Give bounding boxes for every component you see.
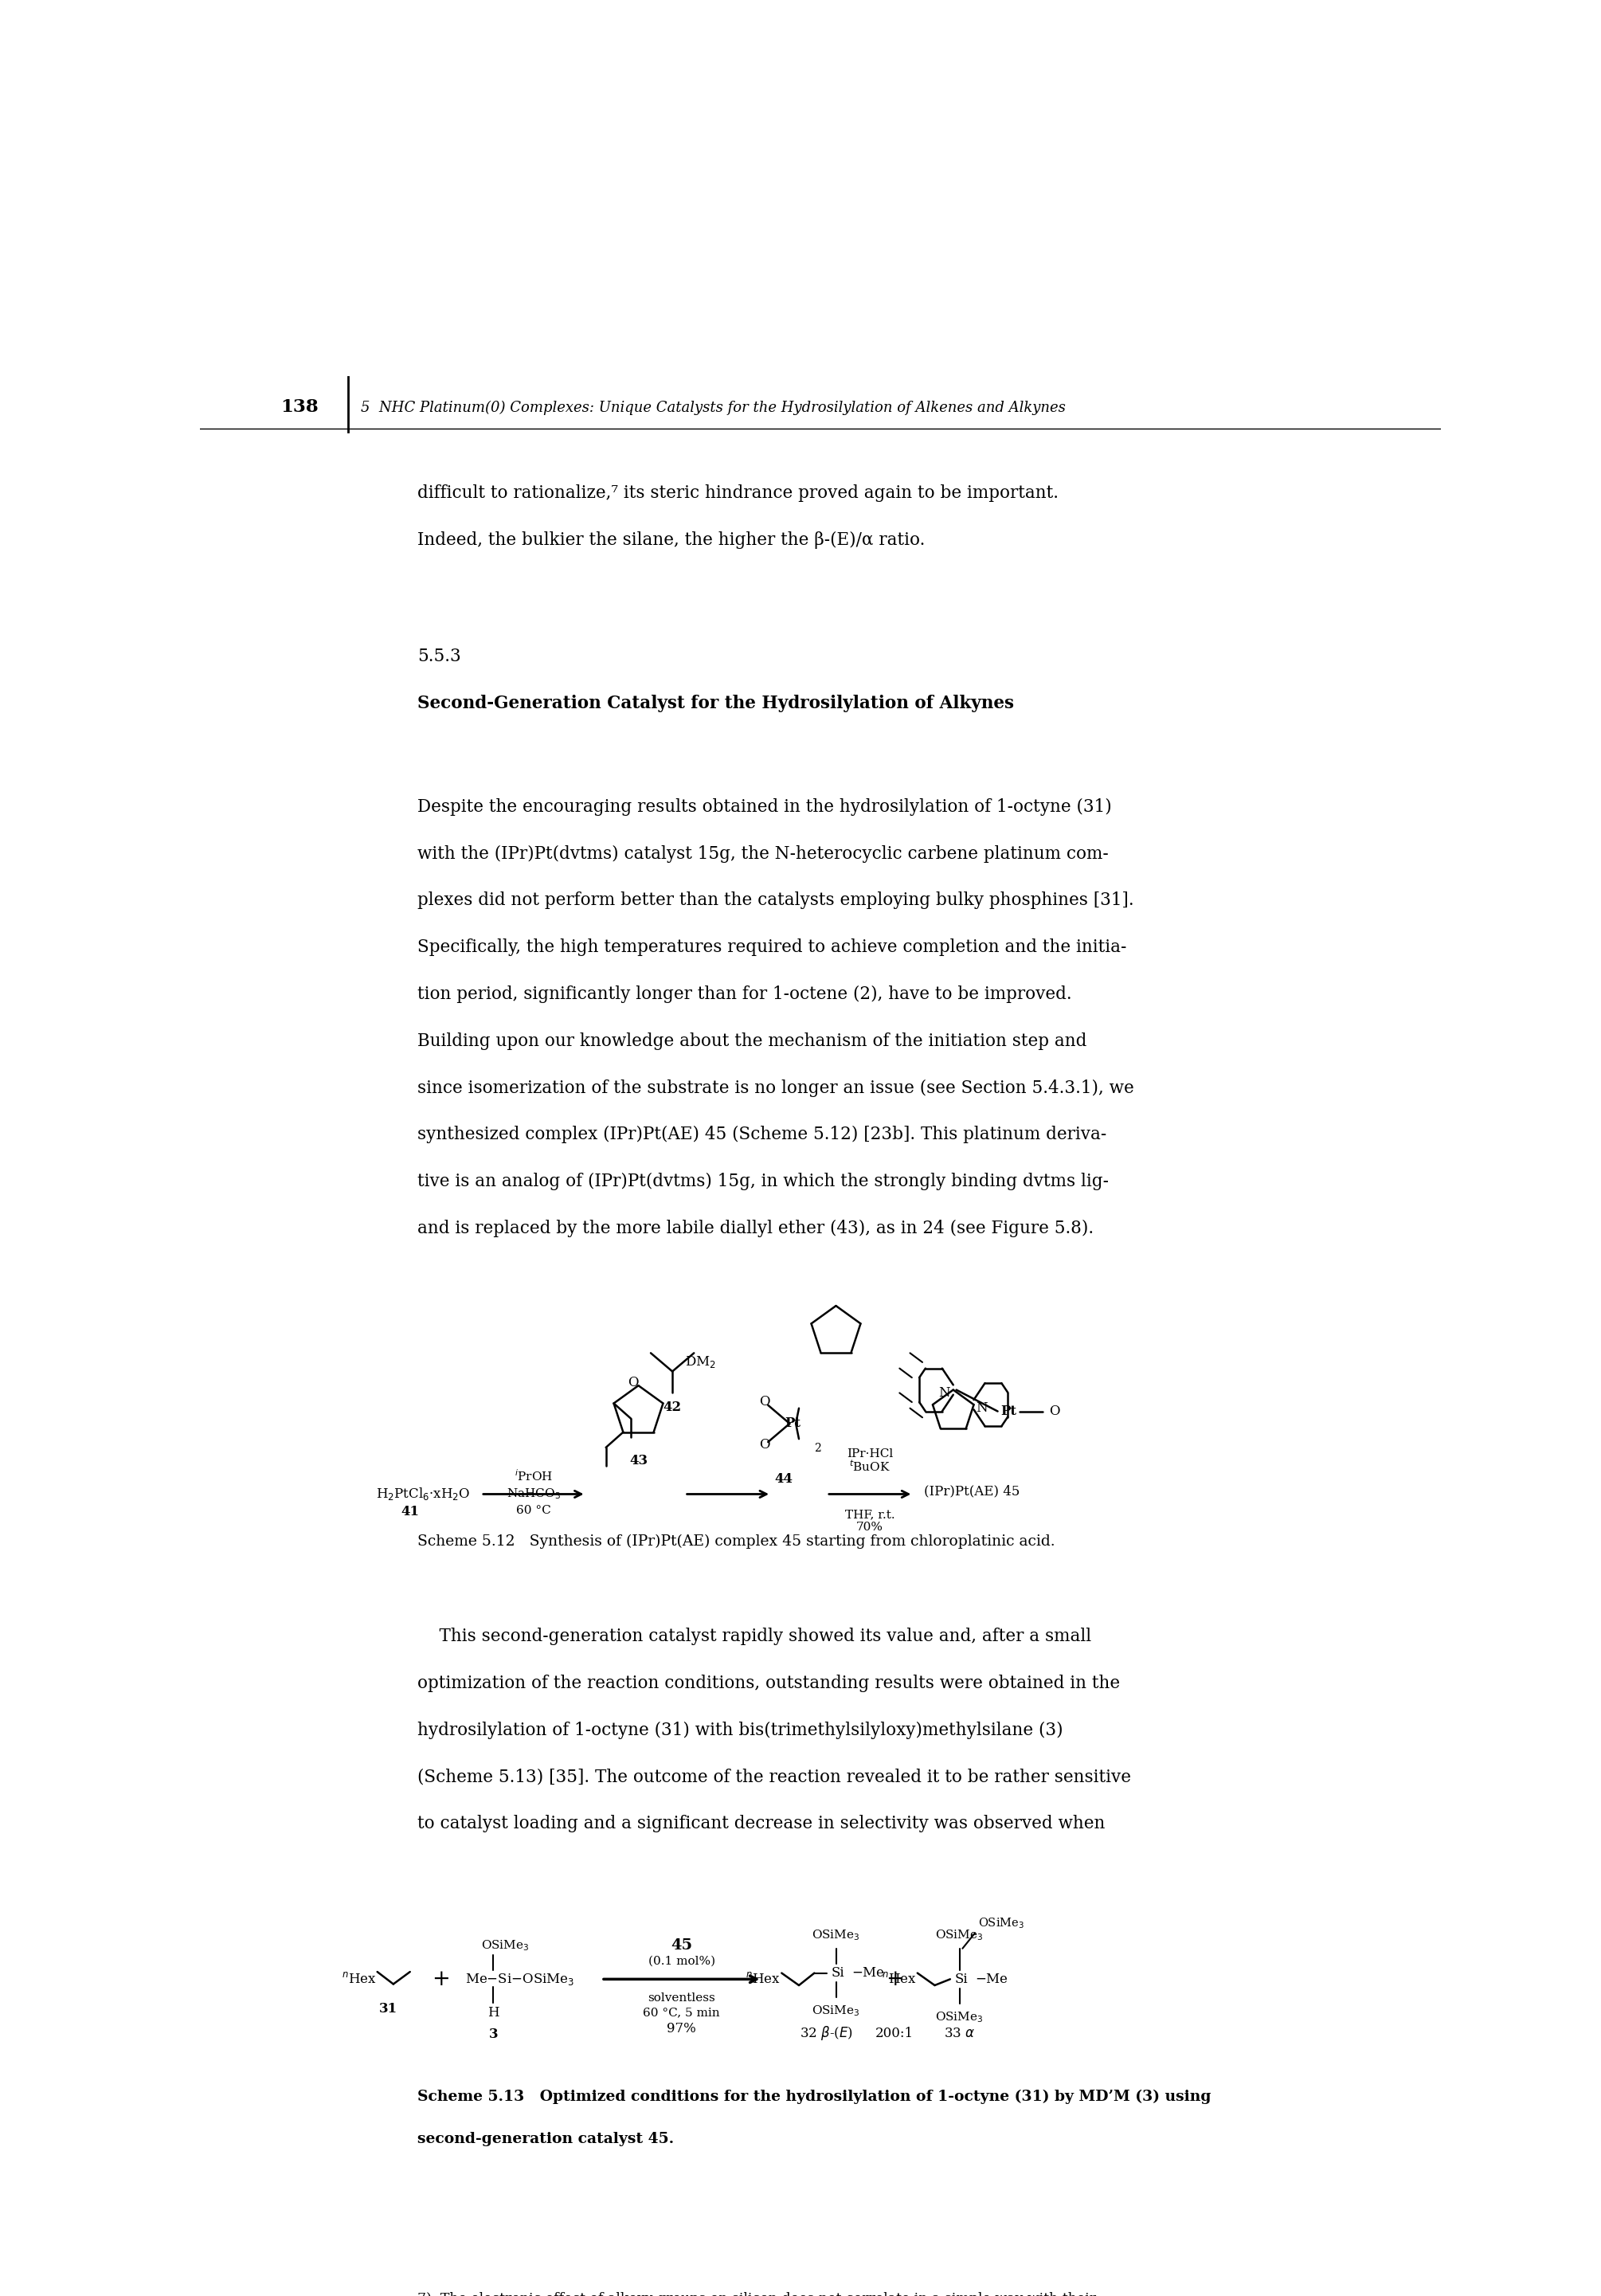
Text: $^n$Hex: $^n$Hex	[341, 1972, 376, 1986]
Text: N: N	[938, 1387, 949, 1401]
Text: $^n$Hex: $^n$Hex	[882, 1972, 916, 1986]
Text: plexes did not perform better than the catalysts employing bulky phosphines [31]: plexes did not perform better than the c…	[418, 891, 1134, 909]
Text: $-$Me: $-$Me	[975, 1972, 1009, 1986]
Text: OSiMe$_3$: OSiMe$_3$	[935, 1929, 983, 1942]
Text: NaHCO$_3$: NaHCO$_3$	[506, 1488, 560, 1502]
Text: $^i$PrOH: $^i$PrOH	[514, 1467, 552, 1483]
Text: 97%: 97%	[668, 2023, 696, 2037]
Text: solventless: solventless	[648, 1993, 716, 2004]
Text: +: +	[885, 1968, 903, 1991]
Text: synthesized complex (IPr)Pt(AE) 45 (Scheme 5.12) [23b]. This platinum deriva-: synthesized complex (IPr)Pt(AE) 45 (Sche…	[418, 1125, 1106, 1143]
Text: THF, r.t.: THF, r.t.	[845, 1508, 895, 1520]
Text: 70%: 70%	[857, 1522, 884, 1534]
Text: (Scheme 5.13) [35]. The outcome of the reaction revealed it to be rather sensiti: (Scheme 5.13) [35]. The outcome of the r…	[418, 1768, 1130, 1786]
Text: second-generation catalyst 45.: second-generation catalyst 45.	[418, 2131, 674, 2147]
Text: IPr·HCl: IPr·HCl	[847, 1449, 893, 1460]
Text: H: H	[488, 2007, 500, 2020]
Text: Si: Si	[954, 1972, 967, 1986]
Text: 5.5.3: 5.5.3	[418, 647, 461, 666]
Text: difficult to rationalize,⁷ its steric hindrance proved again to be important.: difficult to rationalize,⁷ its steric hi…	[418, 484, 1058, 501]
Text: 43: 43	[629, 1453, 648, 1467]
Text: 45: 45	[671, 1938, 692, 1952]
Text: with the (IPr)Pt(dvtms) catalyst 15g, the N-heterocyclic carbene platinum com-: with the (IPr)Pt(dvtms) catalyst 15g, th…	[418, 845, 1108, 863]
Text: optimization of the reaction conditions, outstanding results were obtained in th: optimization of the reaction conditions,…	[418, 1674, 1119, 1692]
Text: N: N	[975, 1401, 988, 1414]
Text: Pt: Pt	[1001, 1405, 1017, 1419]
Text: Pt: Pt	[784, 1417, 800, 1430]
Text: OSiMe$_3$: OSiMe$_3$	[480, 1938, 530, 1952]
Text: Despite the encouraging results obtained in the hydrosilylation of 1-octyne (31): Despite the encouraging results obtained…	[418, 799, 1111, 815]
Text: 44: 44	[775, 1472, 792, 1486]
Text: 2: 2	[813, 1442, 821, 1453]
Text: O: O	[1049, 1405, 1060, 1419]
Text: 41: 41	[400, 1504, 419, 1518]
Text: 5  NHC Platinum(0) Complexes: Unique Catalysts for the Hydrosilylation of Alkene: 5 NHC Platinum(0) Complexes: Unique Cata…	[360, 400, 1065, 416]
Text: since isomerization of the substrate is no longer an issue (see Section 5.4.3.1): since isomerization of the substrate is …	[418, 1079, 1134, 1097]
Text: 138: 138	[280, 400, 319, 416]
Text: tion period, significantly longer than for 1-octene (2), have to be improved.: tion period, significantly longer than f…	[418, 985, 1071, 1003]
Text: Scheme 5.12   Synthesis of (IPr)Pt(AE) complex 45 starting from chloroplatinic a: Scheme 5.12 Synthesis of (IPr)Pt(AE) com…	[418, 1534, 1055, 1548]
Text: $^t$BuOK: $^t$BuOK	[849, 1458, 890, 1474]
Text: Si: Si	[831, 1965, 844, 1979]
Text: Scheme 5.13   Optimized conditions for the hydrosilylation of 1-octyne (31) by M: Scheme 5.13 Optimized conditions for the…	[418, 2089, 1210, 2103]
Text: 60 °C, 5 min: 60 °C, 5 min	[644, 2007, 720, 2018]
Text: Indeed, the bulkier the silane, the higher the β-(​E​)/α ratio.: Indeed, the bulkier the silane, the high…	[418, 530, 925, 549]
Text: tive is an analog of (IPr)Pt(dvtms) 15g, in which the strongly binding dvtms lig: tive is an analog of (IPr)Pt(dvtms) 15g,…	[418, 1173, 1108, 1189]
Text: OSiMe$_3$: OSiMe$_3$	[978, 1915, 1025, 1931]
Text: (0.1 mol%): (0.1 mol%)	[648, 1956, 716, 1965]
Text: 33 $\alpha$: 33 $\alpha$	[945, 2027, 975, 2039]
Text: 60 °C: 60 °C	[516, 1506, 551, 1515]
Text: Second-Generation Catalyst for the Hydrosilylation of Alkynes: Second-Generation Catalyst for the Hydro…	[418, 696, 1013, 712]
Text: hydrosilylation of 1-octyne (31) with bis(trimethylsilyloxy)methylsilane (3): hydrosilylation of 1-octyne (31) with bi…	[418, 1722, 1063, 1738]
Text: OSiMe$_3$: OSiMe$_3$	[812, 2004, 860, 2018]
Text: 7)  The electronic effect of alkoxy groups on silicon does not correlate in a si: 7) The electronic effect of alkoxy group…	[418, 2291, 1097, 2296]
Text: OSiMe$_3$: OSiMe$_3$	[935, 2009, 983, 2025]
Text: O: O	[759, 1396, 770, 1410]
Text: (IPr)Pt(AE) 45: (IPr)Pt(AE) 45	[924, 1483, 1020, 1497]
Text: OSiMe$_3$: OSiMe$_3$	[812, 1929, 860, 1942]
Text: 3: 3	[488, 2027, 498, 2041]
Text: This second-generation catalyst rapidly showed its value and, after a small: This second-generation catalyst rapidly …	[418, 1628, 1092, 1646]
Text: Me$-$Si$-$OSiMe$_3$: Me$-$Si$-$OSiMe$_3$	[466, 1972, 575, 1986]
Text: 200:1: 200:1	[876, 2027, 914, 2039]
Text: Building upon our knowledge about the mechanism of the initiation step and: Building upon our knowledge about the me…	[418, 1033, 1087, 1049]
Text: Specifically, the high temperatures required to achieve completion and the initi: Specifically, the high temperatures requ…	[418, 939, 1127, 955]
Text: H$_2$PtCl$_6$·xH$_2$O: H$_2$PtCl$_6$·xH$_2$O	[376, 1486, 471, 1502]
Text: 32 $\beta$-($E$): 32 $\beta$-($E$)	[800, 2025, 853, 2041]
Text: +: +	[432, 1968, 450, 1991]
Text: O: O	[759, 1437, 770, 1451]
Text: O: O	[628, 1375, 639, 1389]
Text: 42: 42	[663, 1401, 682, 1414]
Text: to catalyst loading and a significant decrease in selectivity was observed when: to catalyst loading and a significant de…	[418, 1816, 1105, 1832]
Text: $^n$Hex: $^n$Hex	[746, 1972, 780, 1986]
Text: DM$_2$: DM$_2$	[685, 1355, 716, 1371]
Text: and is replaced by the more labile diallyl ether (43), as in 24 (see Figure 5.8): and is replaced by the more labile diall…	[418, 1219, 1093, 1238]
Text: 31: 31	[379, 2002, 397, 2016]
Text: $-$Me: $-$Me	[852, 1965, 885, 1979]
